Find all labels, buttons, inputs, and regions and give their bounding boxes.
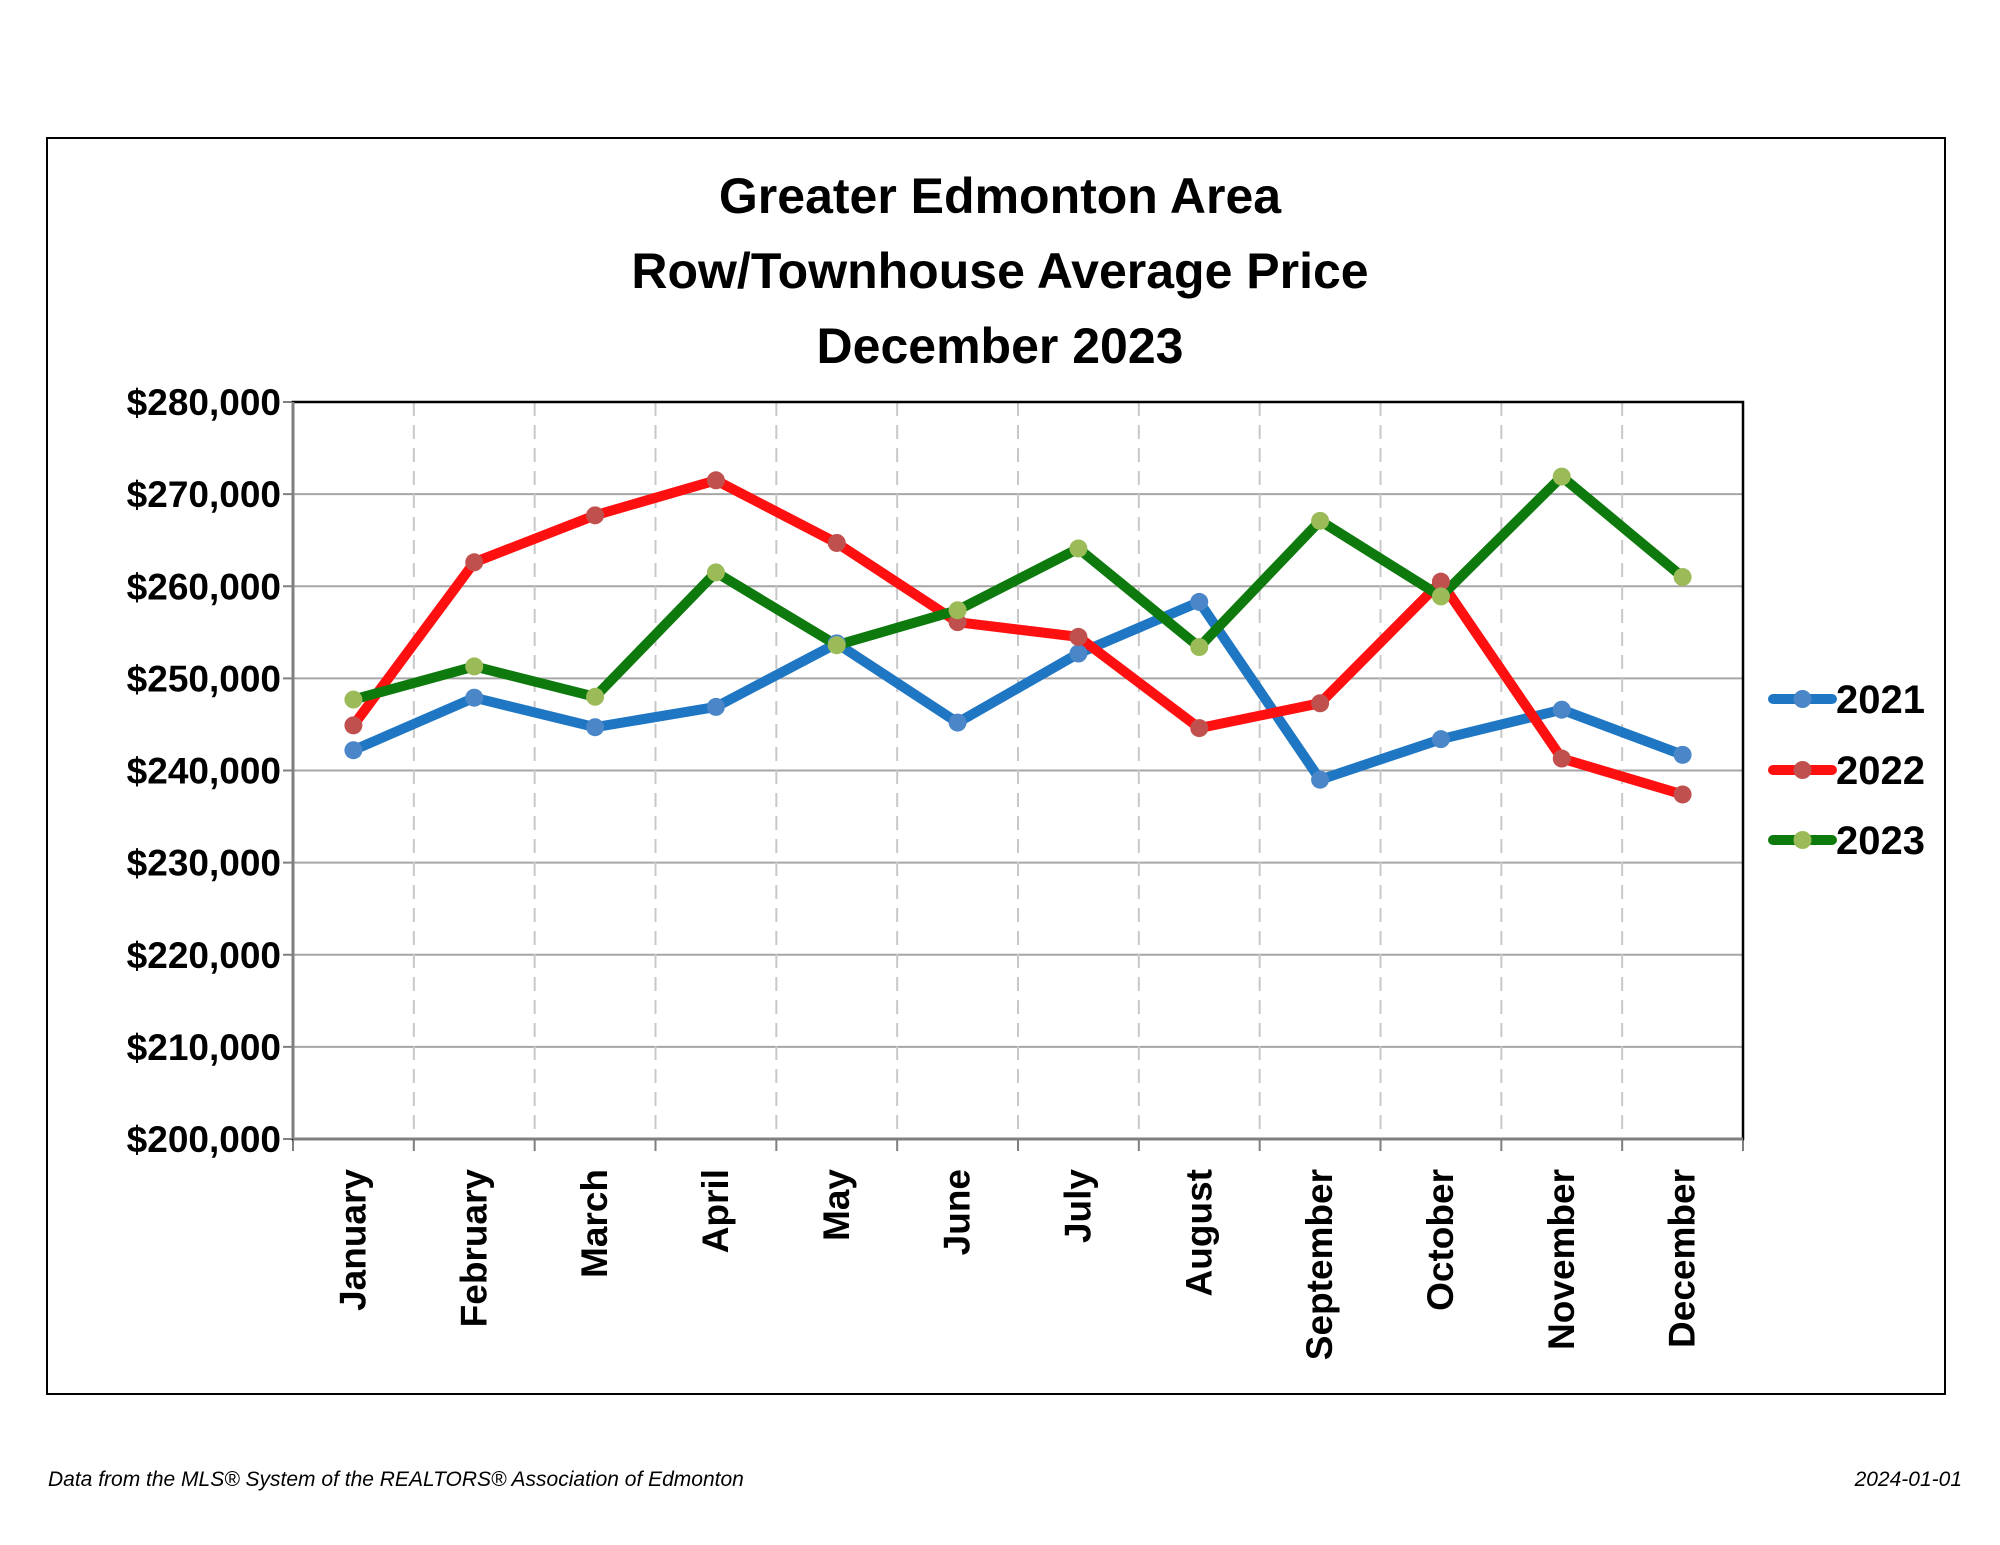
chart-title-line-1: Greater Edmonton Area (719, 168, 1282, 224)
data-point-2021 (1673, 745, 1692, 764)
legend-marker-2023 (1793, 831, 1812, 849)
data-point-2023 (465, 657, 484, 676)
series-lines (348, 471, 1688, 800)
series-line-2021 (348, 596, 1688, 785)
y-tick-label: $270,000 (127, 474, 281, 515)
x-tick-label: March (574, 1169, 615, 1278)
y-tick-label: $260,000 (127, 566, 281, 607)
x-axis-tick-labels: January February March April May June July Augu… (332, 1169, 1702, 1361)
y-tick-label: $230,000 (127, 843, 281, 884)
data-point-2021 (948, 713, 967, 732)
y-tick-label: $240,000 (127, 751, 281, 792)
data-point-2021 (1431, 730, 1450, 749)
data-point-2021 (465, 688, 484, 707)
x-tick-label: February (453, 1169, 494, 1328)
legend-label-2021: 2021 (1836, 678, 1925, 722)
data-point-2023 (1311, 511, 1330, 530)
data-point-2023 (1190, 638, 1209, 657)
legend: 2021 2022 2023 (1768, 678, 1925, 863)
series-markers (344, 467, 1692, 804)
legend-label-2022: 2022 (1836, 749, 1925, 793)
x-tick-label: July (1057, 1169, 1098, 1243)
data-point-2022 (1431, 572, 1450, 591)
series-line-2023 (348, 471, 1688, 705)
x-tick-label: November (1541, 1169, 1582, 1350)
chart-frame (46, 137, 1946, 1395)
axes (283, 400, 1745, 1151)
y-tick-label: $220,000 (127, 935, 281, 976)
data-point-2022 (1552, 749, 1571, 768)
data-point-2023 (827, 636, 846, 655)
legend-marker-2021 (1793, 690, 1812, 708)
chart-title-line-3: December 2023 (817, 318, 1184, 374)
x-tick-label: August (1178, 1169, 1219, 1296)
data-point-2022 (344, 716, 363, 735)
y-tick-label: $200,000 (127, 1119, 281, 1160)
x-tick-label: October (1420, 1169, 1461, 1311)
data-point-2021 (1069, 644, 1088, 663)
data-point-2021 (586, 718, 605, 737)
x-tick-label: May (816, 1169, 857, 1241)
y-tick-label: $210,000 (127, 1027, 281, 1068)
data-point-2022 (827, 533, 846, 552)
data-point-2021 (1190, 592, 1209, 611)
data-point-2021 (1311, 770, 1330, 789)
x-tick-label: June (937, 1169, 978, 1255)
x-tick-label: April (695, 1169, 736, 1253)
data-point-2021 (1552, 700, 1571, 719)
x-tick-label: January (332, 1169, 373, 1311)
data-point-2023 (1552, 467, 1571, 486)
data-point-2023 (344, 690, 363, 709)
legend-label-2023: 2023 (1836, 819, 1925, 863)
data-point-2022 (1311, 694, 1330, 713)
footer-date: 2024-01-01 (1854, 1468, 1962, 1491)
footer-source: Data from the MLS® System of the REALTOR… (48, 1468, 744, 1491)
data-point-2023 (948, 601, 967, 620)
x-tick-label: September (1299, 1169, 1340, 1360)
y-axis-tick-labels: $200,000 $210,000 $220,000 $230,000 $240,000… (127, 382, 281, 1160)
data-point-2023 (706, 563, 725, 582)
x-tick-label: December (1662, 1169, 1703, 1348)
data-point-2021 (706, 697, 725, 716)
data-point-2022 (465, 553, 484, 572)
y-tick-label: $250,000 (127, 658, 281, 699)
chart-title-line-2: Row/Townhouse Average Price (631, 243, 1368, 299)
data-point-2022 (706, 471, 725, 490)
data-point-2023 (586, 687, 605, 706)
chart-title: Greater Edmonton Area Row/Townhouse Aver… (631, 168, 1368, 374)
data-point-2022 (586, 506, 605, 525)
data-point-2022 (1190, 719, 1209, 738)
data-point-2023 (1673, 568, 1692, 587)
y-tick-label: $280,000 (127, 382, 281, 423)
series-line-2022 (348, 475, 1688, 800)
data-point-2023 (1431, 587, 1450, 606)
data-point-2022 (1673, 785, 1692, 804)
data-point-2021 (344, 741, 363, 760)
data-point-2023 (1069, 539, 1088, 558)
data-point-2022 (1069, 627, 1088, 646)
legend-marker-2022 (1793, 761, 1812, 779)
